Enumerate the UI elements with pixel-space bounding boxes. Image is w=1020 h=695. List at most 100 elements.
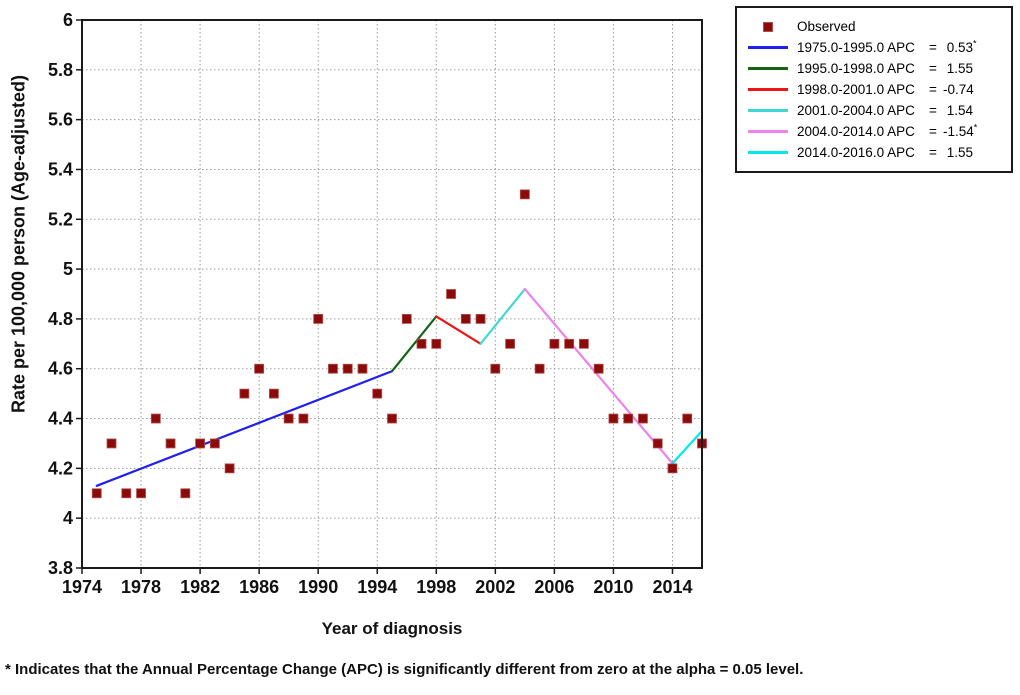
observed-point — [416, 338, 427, 349]
observed-point — [372, 388, 383, 399]
legend-label: Observed — [797, 19, 856, 34]
trend-line-swatch-icon — [748, 67, 788, 70]
y-tick-label: 5.8 — [48, 60, 73, 80]
observed-point — [475, 314, 486, 324]
trend-line-swatch-icon — [748, 88, 788, 91]
observed-point — [534, 363, 545, 374]
observed-point — [180, 488, 191, 499]
x-axis-title: Year of diagnosis — [321, 619, 463, 638]
legend-apc-value: -1.54* — [943, 122, 978, 139]
observed-point — [401, 314, 412, 324]
y-tick-label: 4.8 — [48, 309, 73, 329]
observed-point — [608, 413, 619, 424]
legend-swatch — [739, 151, 797, 154]
y-tick-label: 3.8 — [48, 558, 73, 578]
legend-apc-value: -0.74 — [943, 82, 974, 97]
observed-point — [667, 463, 678, 474]
observed-point — [91, 488, 102, 499]
observed-point — [239, 388, 250, 399]
apc-trend-line — [523, 287, 674, 465]
legend-item-apc: 1975.0-1995.0 APC = 0.53* — [739, 37, 1007, 58]
observed-point — [387, 413, 397, 424]
legend-item-apc: 2004.0-2014.0 APC = -1.54* — [739, 121, 1007, 142]
legend-swatch — [739, 21, 797, 32]
legend-item-apc: 2014.0-2016.0 APC = 1.55 — [739, 142, 1007, 163]
y-tick-label: 4.2 — [48, 458, 73, 478]
y-tick-label: 5.6 — [48, 110, 73, 130]
x-tick-label: 1986 — [239, 577, 279, 597]
observed-point — [121, 488, 132, 499]
x-tick-label: 2002 — [475, 577, 515, 597]
observed-marker-icon — [763, 21, 773, 32]
observed-point — [519, 189, 530, 200]
trend-line-swatch-icon — [748, 130, 788, 133]
legend-swatch — [739, 46, 797, 49]
observed-point — [224, 463, 235, 474]
legend-equals: = — [929, 61, 937, 76]
plot-area: 1974 1978 1982 1986 1990 1994 1998 2002 2006 2010… — [48, 10, 707, 597]
observed-point — [357, 363, 368, 374]
apc-trend-line — [479, 287, 526, 345]
trend-line-swatch-icon — [748, 151, 788, 154]
plot-background — [82, 20, 702, 568]
x-tick-label: 1990 — [298, 577, 338, 597]
observed-point — [564, 338, 575, 349]
legend-apc-value: 1.55 — [943, 145, 974, 160]
y-axis-title: Rate per 100,000 person (Age-adjusted) — [8, 74, 29, 414]
observed-point — [106, 438, 117, 449]
legend-period-label: 1975.0-1995.0 APC — [797, 40, 915, 55]
apc-trend-line — [95, 370, 394, 487]
plot-border — [81, 19, 703, 569]
y-tick-label: 5 — [63, 259, 73, 279]
observed-point — [490, 363, 501, 374]
legend-equals: = — [929, 145, 937, 160]
x-tick-label: 1994 — [357, 577, 397, 597]
observed-point — [313, 314, 324, 324]
observed-point — [150, 413, 161, 424]
legend-swatch — [739, 109, 797, 112]
observed-point — [682, 413, 693, 424]
apc-trend-line — [390, 315, 438, 373]
observed-point — [446, 289, 456, 299]
legend-period-label: 1998.0-2001.0 APC — [797, 82, 915, 97]
legend-item-observed: Observed — [739, 16, 1007, 37]
y-tick-label: 6 — [63, 10, 73, 30]
significance-star: * — [973, 122, 978, 133]
observed-point — [638, 413, 648, 424]
apc-trend-line — [435, 315, 482, 345]
observed-point — [460, 314, 471, 324]
observed-point — [269, 388, 279, 399]
observed-point — [342, 363, 353, 374]
observed-point — [298, 413, 309, 424]
trend-line-swatch-icon — [748, 109, 788, 112]
legend-swatch — [739, 67, 797, 70]
observed-point — [165, 438, 176, 449]
legend-equals: = — [929, 103, 937, 118]
observed-point — [623, 413, 634, 424]
legend-period-label: 2014.0-2016.0 APC — [797, 145, 915, 160]
legend-swatch — [739, 88, 797, 91]
legend-period-label: 2004.0-2014.0 APC — [797, 124, 915, 139]
x-tick-label: 1978 — [121, 577, 161, 597]
apc-trend-line — [671, 429, 704, 465]
legend-item-apc: 1998.0-2001.0 APC = -0.74 — [739, 79, 1007, 100]
x-tick-label: 2010 — [593, 577, 633, 597]
observed-point — [505, 338, 515, 349]
x-tick-label: 1974 — [62, 577, 102, 597]
x-tick-label: 2006 — [534, 577, 574, 597]
legend-item-apc: 1995.0-1998.0 APC = 1.55 — [739, 58, 1007, 79]
y-tick-label: 4 — [63, 508, 73, 528]
legend-apc-value: 0.53* — [943, 38, 977, 55]
legend-period-label: 1995.0-1998.0 APC — [797, 61, 915, 76]
observed-point — [283, 413, 294, 424]
legend-apc-value: 1.55 — [943, 61, 974, 76]
x-tick-label: 2014 — [652, 577, 692, 597]
legend-equals: = — [929, 82, 937, 97]
y-tick-label: 4.4 — [48, 409, 73, 429]
observed-point — [652, 438, 663, 449]
observed-point — [579, 338, 589, 349]
trend-line-swatch-icon — [748, 46, 788, 49]
observed-point — [549, 338, 560, 349]
legend-equals: = — [929, 40, 937, 55]
